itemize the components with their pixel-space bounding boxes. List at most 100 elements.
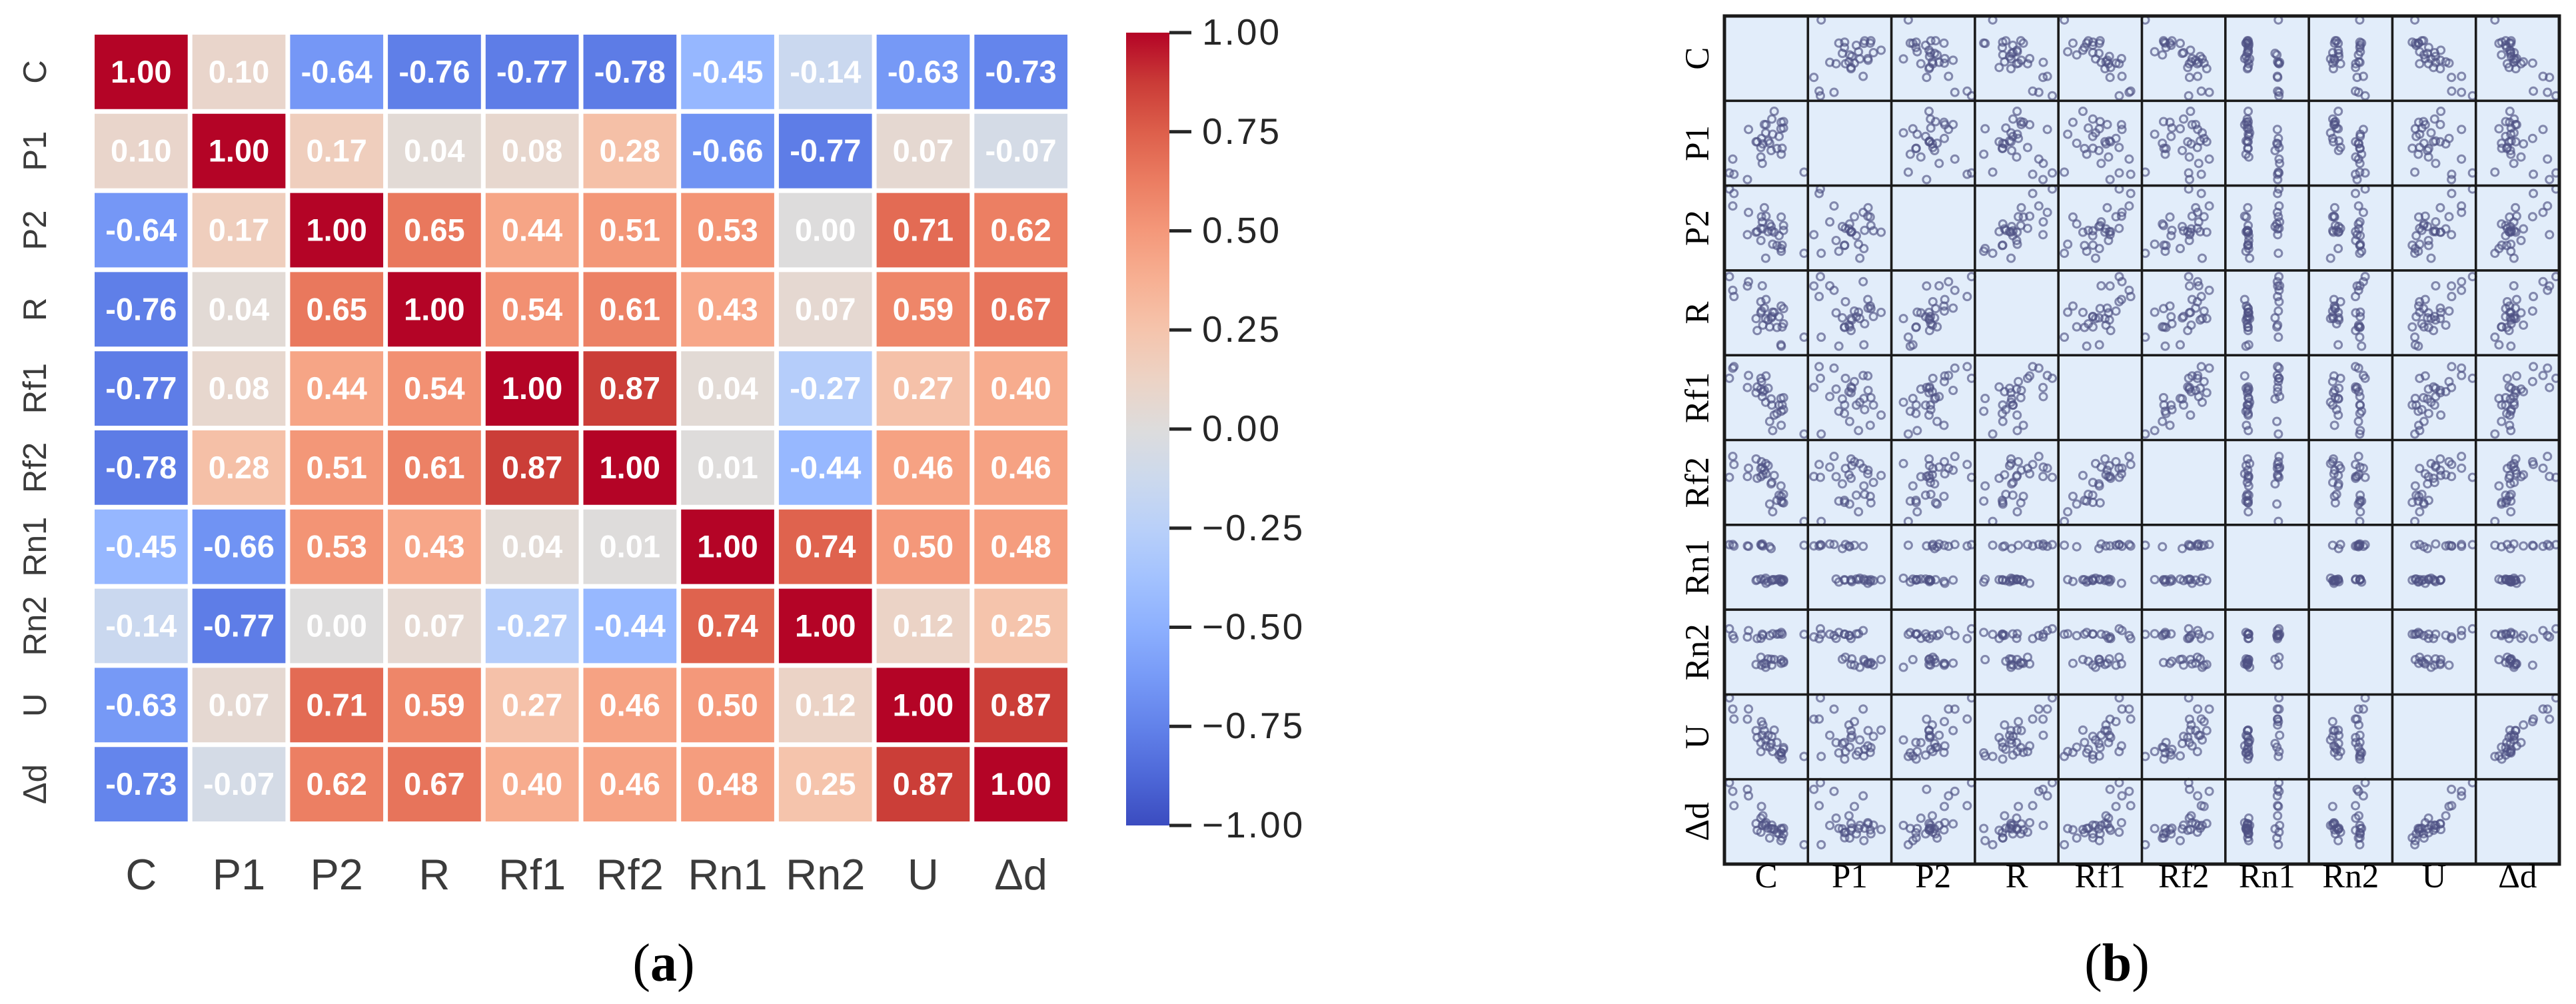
- svg-text:0.40: 0.40: [990, 370, 1051, 406]
- svg-text:0.50: 0.50: [1202, 210, 1281, 251]
- svg-text:0.07: 0.07: [893, 133, 954, 169]
- svg-text:-0.73: -0.73: [105, 766, 177, 801]
- svg-text:R: R: [17, 298, 53, 321]
- svg-text:0.01: 0.01: [697, 450, 758, 485]
- svg-text:0.00: 0.00: [795, 213, 856, 248]
- svg-text:0.12: 0.12: [893, 608, 954, 644]
- svg-text:0.71: 0.71: [306, 687, 366, 722]
- svg-text:-0.73: -0.73: [985, 54, 1057, 89]
- svg-text:−1.00: −1.00: [1202, 804, 1305, 845]
- svg-text:Rf2: Rf2: [1679, 457, 1716, 508]
- svg-text:-0.66: -0.66: [692, 133, 763, 169]
- svg-text:0.71: 0.71: [893, 213, 954, 248]
- svg-text:1.00: 1.00: [795, 608, 856, 644]
- svg-text:P2: P2: [1679, 210, 1716, 246]
- svg-text:0.25: 0.25: [990, 608, 1051, 644]
- svg-text:0.08: 0.08: [209, 370, 269, 406]
- svg-text:0.01: 0.01: [600, 529, 660, 564]
- svg-text:C: C: [1679, 47, 1716, 70]
- svg-text:0.65: 0.65: [404, 213, 464, 248]
- svg-text:Rn2: Rn2: [2322, 858, 2379, 895]
- svg-text:0.43: 0.43: [697, 291, 758, 326]
- svg-text:1.00: 1.00: [404, 291, 464, 326]
- svg-text:-0.14: -0.14: [790, 54, 861, 89]
- svg-text:0.00: 0.00: [306, 608, 366, 644]
- svg-text:-0.07: -0.07: [985, 133, 1057, 169]
- svg-text:0.87: 0.87: [600, 370, 660, 406]
- svg-text:0.27: 0.27: [893, 370, 954, 406]
- svg-text:P1: P1: [17, 131, 53, 171]
- svg-text:-0.44: -0.44: [790, 450, 861, 485]
- svg-text:U: U: [2422, 858, 2447, 895]
- svg-text:Rf1: Rf1: [1679, 372, 1716, 424]
- svg-text:Rn2: Rn2: [1679, 624, 1716, 680]
- svg-text:P1: P1: [213, 850, 266, 899]
- svg-text:0.74: 0.74: [795, 529, 856, 564]
- svg-text:0.44: 0.44: [306, 370, 366, 406]
- svg-text:Rn1: Rn1: [2239, 858, 2295, 895]
- svg-text:0.28: 0.28: [209, 450, 269, 485]
- svg-text:−0.25: −0.25: [1202, 507, 1305, 548]
- svg-text:0.50: 0.50: [893, 529, 954, 564]
- svg-text:0.00: 0.00: [1202, 408, 1281, 449]
- svg-text:0.17: 0.17: [209, 213, 269, 248]
- svg-text:-0.76: -0.76: [105, 291, 177, 326]
- svg-text:Δd: Δd: [1679, 802, 1716, 841]
- svg-text:0.44: 0.44: [502, 213, 562, 248]
- svg-text:-0.78: -0.78: [105, 450, 177, 485]
- svg-text:0.04: 0.04: [209, 291, 269, 326]
- svg-text:-0.76: -0.76: [398, 54, 470, 89]
- svg-text:0.59: 0.59: [404, 687, 464, 722]
- svg-text:P2: P2: [1915, 858, 1951, 895]
- svg-text:Rf1: Rf1: [2075, 858, 2126, 895]
- svg-text:Rf1: Rf1: [17, 363, 53, 414]
- svg-text:-0.78: -0.78: [594, 54, 666, 89]
- svg-text:0.27: 0.27: [502, 687, 562, 722]
- svg-text:-0.63: -0.63: [888, 54, 959, 89]
- svg-text:0.48: 0.48: [697, 766, 758, 801]
- svg-text:1.00: 1.00: [111, 54, 171, 89]
- svg-text:0.04: 0.04: [697, 370, 758, 406]
- svg-text:-0.77: -0.77: [203, 608, 275, 644]
- svg-text:0.10: 0.10: [209, 54, 269, 89]
- svg-text:1.00: 1.00: [893, 687, 954, 722]
- svg-text:0.53: 0.53: [306, 529, 366, 564]
- svg-text:0.48: 0.48: [990, 529, 1051, 564]
- svg-text:0.10: 0.10: [111, 133, 171, 169]
- svg-text:−0.75: −0.75: [1202, 705, 1305, 746]
- svg-text:1.00: 1.00: [600, 450, 660, 485]
- svg-text:0.53: 0.53: [697, 213, 758, 248]
- svg-text:-0.77: -0.77: [790, 133, 861, 169]
- svg-text:-0.07: -0.07: [203, 766, 275, 801]
- svg-text:0.67: 0.67: [404, 766, 464, 801]
- svg-text:Rf2: Rf2: [17, 442, 53, 493]
- svg-text:0.59: 0.59: [893, 291, 954, 326]
- svg-text:-0.27: -0.27: [790, 370, 861, 406]
- svg-text:0.43: 0.43: [404, 529, 464, 564]
- svg-text:0.04: 0.04: [502, 529, 562, 564]
- svg-text:Rn1: Rn1: [17, 517, 53, 577]
- svg-text:0.61: 0.61: [600, 291, 660, 326]
- svg-text:U: U: [1679, 725, 1716, 750]
- svg-text:-0.27: -0.27: [496, 608, 568, 644]
- svg-text:-0.66: -0.66: [203, 529, 275, 564]
- svg-text:0.87: 0.87: [502, 450, 562, 485]
- svg-text:0.62: 0.62: [990, 213, 1051, 248]
- svg-text:-0.44: -0.44: [594, 608, 666, 644]
- svg-text:R: R: [418, 850, 450, 899]
- svg-text:0.50: 0.50: [697, 687, 758, 722]
- svg-text:0.54: 0.54: [404, 370, 464, 406]
- svg-text:P1: P1: [1679, 125, 1716, 161]
- svg-text:0.40: 0.40: [502, 766, 562, 801]
- svg-text:0.87: 0.87: [990, 687, 1051, 722]
- svg-text:1.00: 1.00: [1202, 11, 1281, 53]
- svg-text:Δd: Δd: [994, 850, 1047, 899]
- svg-text:0.17: 0.17: [306, 133, 366, 169]
- svg-text:-0.45: -0.45: [105, 529, 177, 564]
- svg-text:0.62: 0.62: [306, 766, 366, 801]
- svg-text:Rn2: Rn2: [786, 850, 865, 899]
- svg-text:-0.64: -0.64: [105, 213, 177, 248]
- svg-text:Rn2: Rn2: [17, 596, 53, 656]
- svg-text:C: C: [17, 60, 53, 83]
- svg-text:0.04: 0.04: [404, 133, 464, 169]
